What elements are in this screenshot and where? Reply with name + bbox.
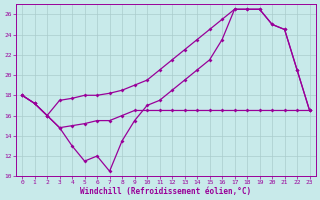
X-axis label: Windchill (Refroidissement éolien,°C): Windchill (Refroidissement éolien,°C) — [80, 187, 252, 196]
